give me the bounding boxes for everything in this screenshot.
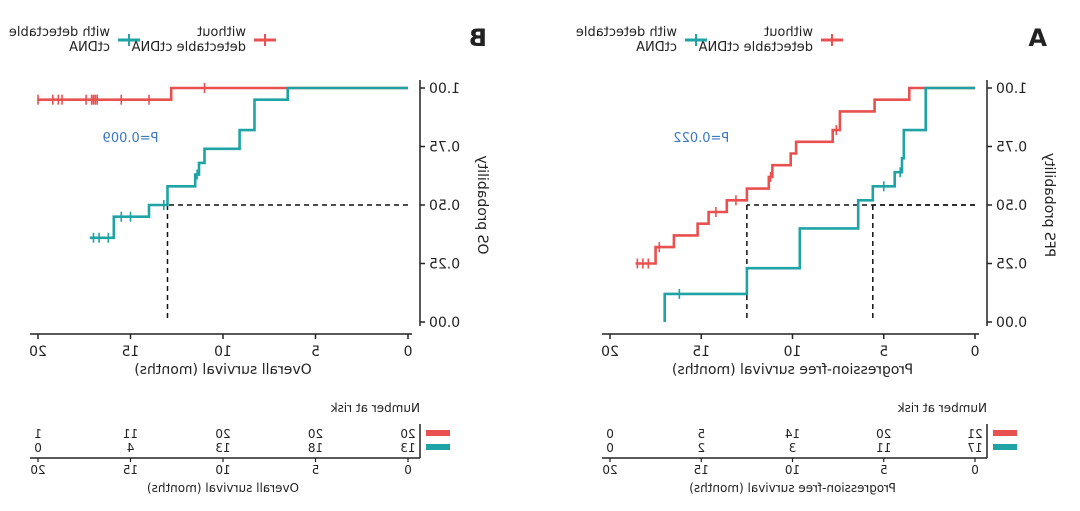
risk-table-title: Number at risk <box>331 401 420 415</box>
risk-time-label: 10 <box>215 463 230 477</box>
risk-value: 0 <box>34 441 42 455</box>
risk-value: 13 <box>400 441 415 455</box>
risk-value: 18 <box>308 441 323 455</box>
x-tick-label: 15 <box>122 344 140 360</box>
risk-value: 0 <box>606 441 614 455</box>
risk-value: 3 <box>789 441 797 455</box>
risk-value: 20 <box>876 427 891 441</box>
p-value: P=0.009 <box>103 131 159 146</box>
risk-value: 20 <box>308 427 323 441</box>
y-tick-label: 1.00 <box>429 81 460 97</box>
x-tick-label: 5 <box>311 344 320 360</box>
risk-value: 4 <box>127 441 135 455</box>
x-tick-label: 5 <box>879 344 888 360</box>
p-value: P=0.022 <box>673 131 729 146</box>
risk-table: Number at risk2020201111318134005101520O… <box>30 401 450 495</box>
y-tick-label: 1.00 <box>996 81 1027 97</box>
legend-label-without: without detectable ctDNA <box>131 25 246 55</box>
risk-time-label: 15 <box>694 463 709 477</box>
risk-time-label: 0 <box>404 463 412 477</box>
risk-time-label: 5 <box>880 463 888 477</box>
x-tick-label: 15 <box>692 344 710 360</box>
y-tick-label: 0.25 <box>996 257 1027 273</box>
y-tick-label: 0.50 <box>996 198 1027 214</box>
risk-value: 0 <box>606 427 614 441</box>
risk-table-xlabel: Progression-free survival (months) <box>689 481 896 495</box>
risk-value: 1 <box>34 427 42 441</box>
x-tick-label: 20 <box>29 344 47 360</box>
risk-time-label: 20 <box>30 463 45 477</box>
risk-time-label: 10 <box>785 463 800 477</box>
risk-table-xlabel: Overall survival (months) <box>147 481 299 495</box>
risk-value: 11 <box>123 427 138 441</box>
risk-time-label: 0 <box>971 463 979 477</box>
y-tick-label: 0.50 <box>429 198 460 214</box>
x-tick-label: 20 <box>601 344 619 360</box>
legend-label-with: with detectable ctDNA <box>576 25 677 55</box>
survival-curve-with <box>663 86 975 322</box>
y-axis-label: OS probability <box>474 155 490 254</box>
risk-value: 20 <box>400 427 415 441</box>
legend-label-with: with detectable ctDNA <box>9 25 110 55</box>
panel-letter: A <box>1028 24 1047 52</box>
risk-time-label: 5 <box>312 463 320 477</box>
risk-row-swatch-without <box>426 430 450 436</box>
risk-time-label: 20 <box>602 463 617 477</box>
x-tick-label: 10 <box>214 344 232 360</box>
risk-row-swatch-with <box>426 444 450 450</box>
risk-value: 13 <box>215 441 230 455</box>
risk-value: 11 <box>876 441 891 455</box>
survival-curve-without <box>635 86 975 265</box>
legend-label-without: without detectable ctDNA <box>698 25 813 55</box>
panel-letter: B <box>469 24 487 52</box>
risk-value: 20 <box>215 427 230 441</box>
risk-value: 17 <box>967 441 982 455</box>
x-tick-label: 0 <box>404 344 413 360</box>
risk-value: 2 <box>697 441 705 455</box>
survival-curve-with <box>89 86 408 240</box>
x-axis-label: Progression-free survival (months) <box>672 362 913 378</box>
y-tick-label: 0.75 <box>996 140 1027 156</box>
x-tick-label: 0 <box>971 344 980 360</box>
y-axis-label: PFS probability <box>1041 153 1057 257</box>
risk-row-swatch-with <box>993 444 1017 450</box>
risk-table-title: Number at risk <box>898 401 987 415</box>
risk-table: Number at risk21201450171132005101520Pro… <box>602 401 1017 495</box>
risk-value: 14 <box>785 427 800 441</box>
y-tick-label: 0.00 <box>996 315 1027 331</box>
x-axis-label: Overall survival (months) <box>134 362 311 378</box>
legend: without detectable ctDNA with detectable ct… <box>9 25 276 55</box>
legend: without detectable ctDNA with detectable ct… <box>576 25 843 55</box>
risk-row-swatch-without <box>993 430 1017 436</box>
y-tick-label: 0.00 <box>429 315 460 331</box>
x-tick-label: 10 <box>784 344 802 360</box>
risk-value: 5 <box>697 427 705 441</box>
y-tick-label: 0.25 <box>429 257 460 273</box>
y-tick-label: 0.75 <box>429 140 460 156</box>
risk-time-label: 15 <box>123 463 138 477</box>
risk-value: 21 <box>967 427 982 441</box>
